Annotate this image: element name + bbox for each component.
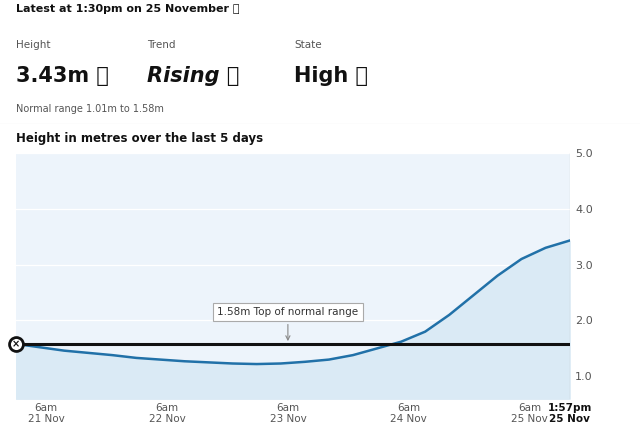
Text: Height in metres over the last 5 days: Height in metres over the last 5 days bbox=[16, 132, 263, 145]
Text: Trend: Trend bbox=[147, 40, 176, 50]
Text: ×: × bbox=[12, 339, 20, 349]
Text: 3.43m ⓘ: 3.43m ⓘ bbox=[16, 66, 109, 86]
Text: Rising ⓘ: Rising ⓘ bbox=[147, 66, 239, 86]
Text: 1.58m Top of normal range: 1.58m Top of normal range bbox=[218, 307, 358, 340]
Text: Latest at 1:30pm on 25 November ⓘ: Latest at 1:30pm on 25 November ⓘ bbox=[16, 4, 239, 14]
Text: High ⓘ: High ⓘ bbox=[294, 66, 369, 86]
Text: State: State bbox=[294, 40, 322, 50]
Text: Normal range 1.01m to 1.58m: Normal range 1.01m to 1.58m bbox=[16, 104, 164, 114]
Text: Height: Height bbox=[16, 40, 51, 50]
